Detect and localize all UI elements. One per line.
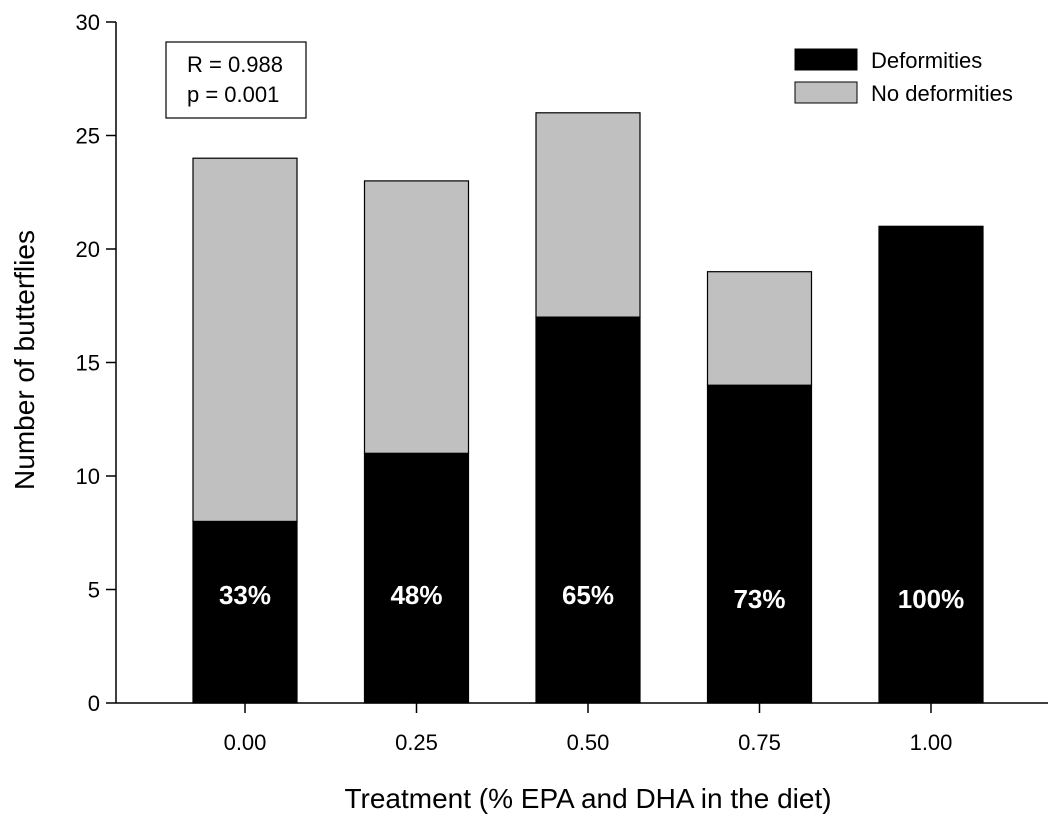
bar-percent-label-0: 33% bbox=[219, 580, 271, 610]
y-tick-label-2: 10 bbox=[76, 464, 100, 489]
bar-labels-group: 33% 48% 65% 73% 100% bbox=[219, 580, 964, 614]
bar-no-deformities-2 bbox=[535, 112, 641, 318]
bar-percent-label-4: 100% bbox=[898, 584, 965, 614]
y-tick-label-5: 25 bbox=[76, 124, 100, 149]
stats-r-value: R = 0.988 bbox=[187, 52, 283, 77]
x-tick-label-4: 1.00 bbox=[910, 730, 953, 755]
y-ticks-group: 0 5 10 15 20 25 30 bbox=[76, 10, 116, 716]
stats-box-frame bbox=[165, 41, 307, 119]
legend-swatch-no-deformities bbox=[794, 81, 858, 104]
legend: Deformities No deformities bbox=[794, 48, 1013, 106]
bars-group bbox=[192, 112, 984, 704]
y-tick-label-0: 0 bbox=[88, 691, 100, 716]
x-axis-title: Treatment (% EPA and DHA in the diet) bbox=[344, 783, 831, 814]
x-tick-label-1: 0.25 bbox=[395, 730, 438, 755]
legend-swatch-deformities bbox=[794, 48, 858, 71]
y-axis-title: Number of butterflies bbox=[9, 230, 40, 490]
legend-label-no-deformities: No deformities bbox=[871, 81, 1013, 106]
bar-no-deformities-3 bbox=[706, 271, 813, 386]
legend-label-deformities: Deformities bbox=[871, 48, 982, 73]
bar-deformities-1 bbox=[363, 452, 470, 704]
stats-p-value: p = 0.001 bbox=[187, 82, 279, 107]
y-tick-label-1: 5 bbox=[88, 578, 100, 603]
bar-percent-label-1: 48% bbox=[390, 580, 442, 610]
bar-deformities-0 bbox=[192, 520, 298, 704]
y-tick-label-6: 30 bbox=[76, 10, 100, 35]
stats-box: R = 0.988 p = 0.001 bbox=[165, 41, 307, 119]
bar-percent-label-2: 65% bbox=[562, 580, 614, 610]
x-tick-label-3: 0.75 bbox=[738, 730, 781, 755]
x-tick-label-0: 0.00 bbox=[224, 730, 267, 755]
y-tick-label-3: 15 bbox=[76, 351, 100, 376]
bar-deformities-4 bbox=[878, 225, 984, 704]
bar-no-deformities-1 bbox=[363, 180, 470, 454]
bar-percent-label-3: 73% bbox=[733, 584, 785, 614]
bar-no-deformities-0 bbox=[192, 157, 298, 523]
y-tick-label-4: 20 bbox=[76, 237, 100, 262]
bar-deformities-3 bbox=[706, 384, 813, 704]
x-tick-label-2: 0.50 bbox=[567, 730, 610, 755]
bar-deformities-2 bbox=[535, 316, 641, 704]
x-ticks-group: 0.00 0.25 0.50 0.75 1.00 bbox=[224, 703, 953, 755]
